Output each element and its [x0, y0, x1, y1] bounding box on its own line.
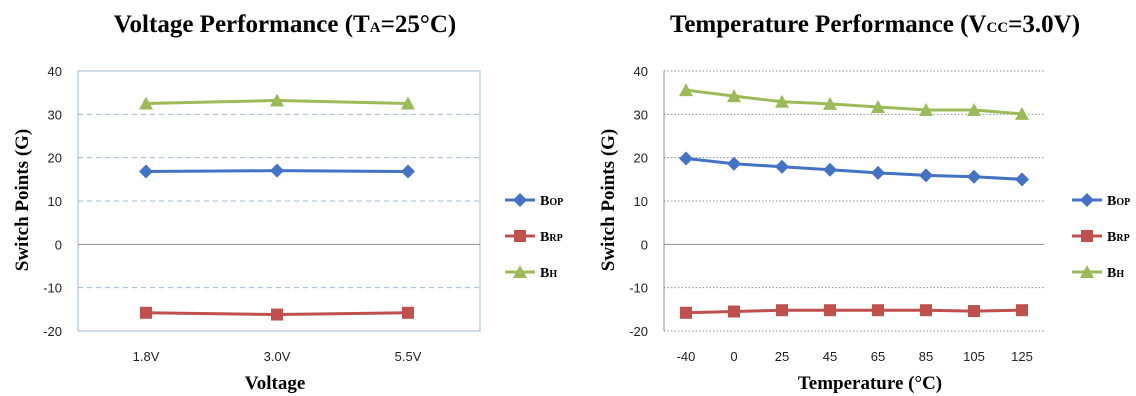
data-point-bh: [775, 94, 789, 108]
legend-marker: [513, 265, 527, 278]
data-point-brp: [402, 306, 414, 319]
data-point-brp: [920, 304, 932, 317]
x-tick-label: 25: [775, 349, 789, 364]
chart-title: Temperature Performance (VCC=3.0V): [670, 11, 1080, 38]
data-point-bop: [919, 168, 933, 183]
series-line-brp: [685, 308, 1023, 315]
data-point-brp: [140, 306, 152, 319]
y-tick-label: -10: [43, 281, 62, 296]
data-point-bop: [139, 164, 153, 179]
legend-marker: [1081, 230, 1093, 242]
data-point-bop: [967, 169, 981, 184]
y-tick-label: 40: [634, 64, 648, 79]
legend-label: BH: [1107, 266, 1124, 281]
legend-marker: [1080, 193, 1094, 207]
x-axis-title: Voltage: [245, 373, 306, 394]
x-tick-label: 85: [919, 349, 933, 364]
plot-area: 40 30 20 10 0 -10 -20 1.8V 3.0V 5.5V: [43, 64, 481, 364]
data-point-bh: [871, 99, 885, 113]
data-point-brp: [1016, 304, 1028, 317]
y-tick-label: 0: [641, 237, 648, 252]
y-tick-label: 30: [48, 107, 62, 122]
y-tick-label: -20: [43, 324, 62, 339]
data-point-bh: [139, 96, 153, 110]
data-point-bop: [270, 163, 284, 178]
data-point-bh: [1015, 106, 1029, 120]
x-tick-label: 45: [823, 349, 837, 364]
legend-marker: [1080, 265, 1094, 278]
series-line-bh: [685, 88, 1023, 116]
data-point-bop: [679, 151, 693, 166]
data-point-bh: [919, 103, 933, 116]
x-tick-label: 105: [963, 349, 985, 364]
y-tick-label: 10: [48, 194, 62, 209]
x-tick-label: -40: [677, 349, 696, 364]
legend-label: BRP: [540, 230, 563, 245]
legend: BOP BRP BH: [1072, 193, 1130, 281]
data-point-bh: [823, 96, 837, 110]
series-line-bop: [685, 157, 1023, 181]
data-point-brp: [824, 304, 836, 317]
y-axis-title: Switch Points (G): [12, 129, 33, 272]
data-point-bh: [967, 103, 981, 116]
legend-marker: [514, 230, 526, 242]
temperature-performance-chart: Temperature Performance (VCC=3.0V) Switc…: [598, 11, 1130, 394]
y-tick-label: -10: [629, 281, 648, 296]
y-tick-label: 20: [634, 151, 648, 166]
data-point-brp: [968, 305, 980, 318]
data-point-bop: [401, 164, 415, 179]
data-point-bh: [679, 83, 693, 97]
y-tick-label: -20: [629, 324, 648, 339]
data-point-bh: [270, 93, 284, 107]
data-point-bh: [401, 96, 415, 110]
x-axis-title: Temperature (°C): [798, 373, 942, 394]
data-point-brp: [271, 308, 283, 321]
y-tick-label: 0: [55, 237, 62, 252]
data-point-brp: [728, 305, 740, 318]
x-tick-label: 5.5V: [395, 349, 422, 364]
data-point-bop: [775, 159, 789, 174]
y-tick-label: 20: [48, 151, 62, 166]
legend: BOP BRP BH: [505, 193, 563, 281]
data-point-bop: [871, 165, 885, 180]
plot-area: 40 30 20 10 0 -10 -20 -40 0 25 45 65 85 105 125: [629, 64, 1044, 364]
data-point-brp: [872, 304, 884, 317]
x-tick-label: 0: [730, 349, 737, 364]
chart-title: Voltage Performance (TA=25°C): [114, 11, 456, 38]
legend-label: BOP: [1107, 194, 1130, 209]
y-tick-label: 10: [634, 194, 648, 209]
y-tick-label: 40: [48, 64, 62, 79]
legend-marker: [513, 193, 527, 207]
x-tick-label: 1.8V: [133, 349, 160, 364]
data-point-brp: [680, 306, 692, 319]
data-point-bop: [727, 156, 741, 171]
y-axis-title: Switch Points (G): [598, 129, 619, 272]
data-point-brp: [776, 304, 788, 317]
legend-label: BH: [540, 266, 557, 281]
x-tick-label: 125: [1011, 349, 1033, 364]
data-point-bop: [1015, 172, 1029, 187]
legend-label: BRP: [1107, 230, 1130, 245]
data-point-bop: [823, 162, 837, 177]
x-tick-label: 65: [871, 349, 885, 364]
legend-label: BOP: [540, 194, 563, 209]
voltage-performance-chart: Voltage Performance (TA=25°C) Switch Poi…: [12, 11, 563, 394]
y-tick-label: 30: [634, 107, 648, 122]
data-point-bh: [727, 89, 741, 103]
x-tick-label: 3.0V: [264, 349, 291, 364]
